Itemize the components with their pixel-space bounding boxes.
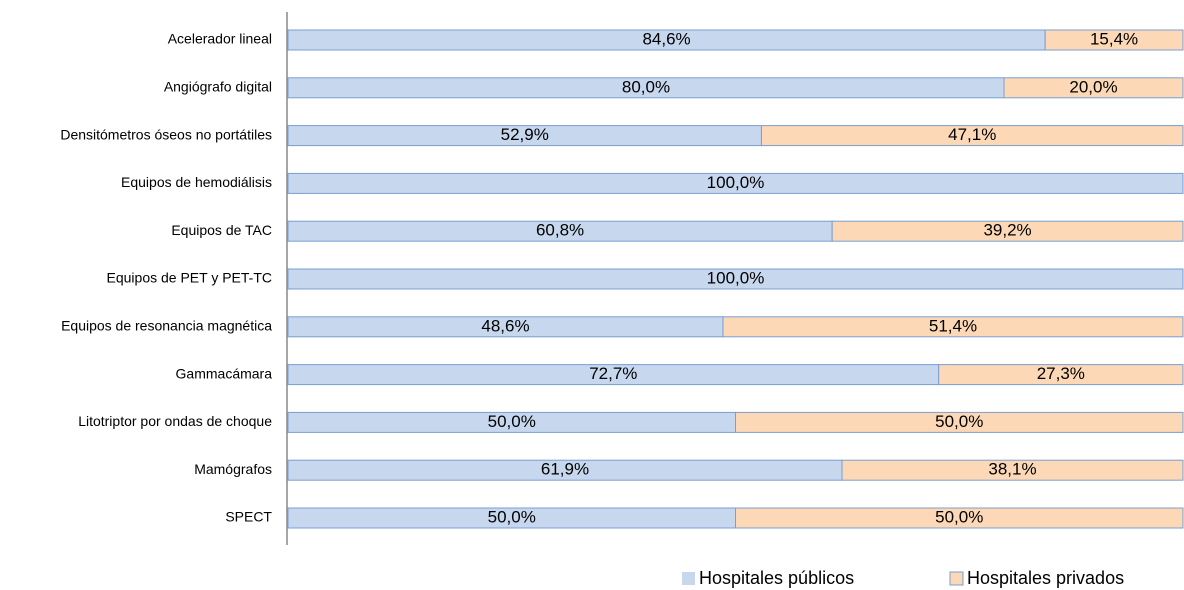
y-tick-label: Litotriptor por ondas de choque (78, 413, 272, 429)
y-tick-label: Equipos de PET y PET-TC (107, 270, 272, 286)
bar-segment (735, 411, 1184, 433)
bar-segment (760, 125, 1184, 147)
bar-segment (287, 268, 1184, 290)
data-label: 50,0% (935, 507, 983, 526)
data-label: 27,3% (1037, 364, 1085, 383)
y-tick-label: SPECT (225, 509, 272, 525)
data-label: 39,2% (983, 221, 1031, 240)
legend-swatch (949, 571, 964, 586)
bar-segment (1044, 29, 1184, 51)
data-label: 48,6% (481, 316, 529, 335)
bar-segment (735, 507, 1184, 529)
data-label: 60,8% (536, 221, 584, 240)
legend-label: Hospitales privados (967, 568, 1124, 588)
data-label: 84,6% (642, 29, 690, 48)
y-tick-label: Equipos de TAC (171, 222, 272, 238)
y-tick-label: Equipos de hemodiálisis (121, 174, 272, 190)
data-label: 61,9% (541, 460, 589, 479)
legend-label: Hospitales públicos (699, 568, 854, 588)
bar-segment (1003, 77, 1184, 99)
data-label: 15,4% (1090, 29, 1138, 48)
y-tick-label: Mamógrafos (194, 461, 272, 477)
data-label: 50,0% (488, 412, 536, 431)
y-tick-label: Gammacámara (176, 365, 273, 381)
y-tick-label: Angiógrafo digital (164, 79, 272, 95)
data-label: 100,0% (707, 268, 765, 287)
data-label: 20,0% (1069, 77, 1117, 96)
data-label: 100,0% (707, 173, 765, 192)
legend-swatch (682, 572, 695, 585)
data-label: 80,0% (622, 77, 670, 96)
y-tick-label: Densitómetros óseos no portátiles (60, 126, 272, 142)
data-label: 47,1% (948, 125, 996, 144)
data-label: 38,1% (988, 460, 1036, 479)
bar-segment (841, 459, 1184, 481)
data-label: 52,9% (501, 125, 549, 144)
bar-segment (938, 364, 1184, 386)
bar-segment (831, 220, 1184, 242)
data-label: 72,7% (589, 364, 637, 383)
bar-segment (722, 316, 1184, 338)
data-label: 50,0% (488, 507, 536, 526)
y-tick-label: Acelerador lineal (168, 31, 272, 47)
bar-segment (287, 172, 1184, 194)
data-label: 50,0% (935, 412, 983, 431)
data-label: 51,4% (929, 316, 977, 335)
y-tick-label: Equipos de resonancia magnética (61, 318, 272, 334)
